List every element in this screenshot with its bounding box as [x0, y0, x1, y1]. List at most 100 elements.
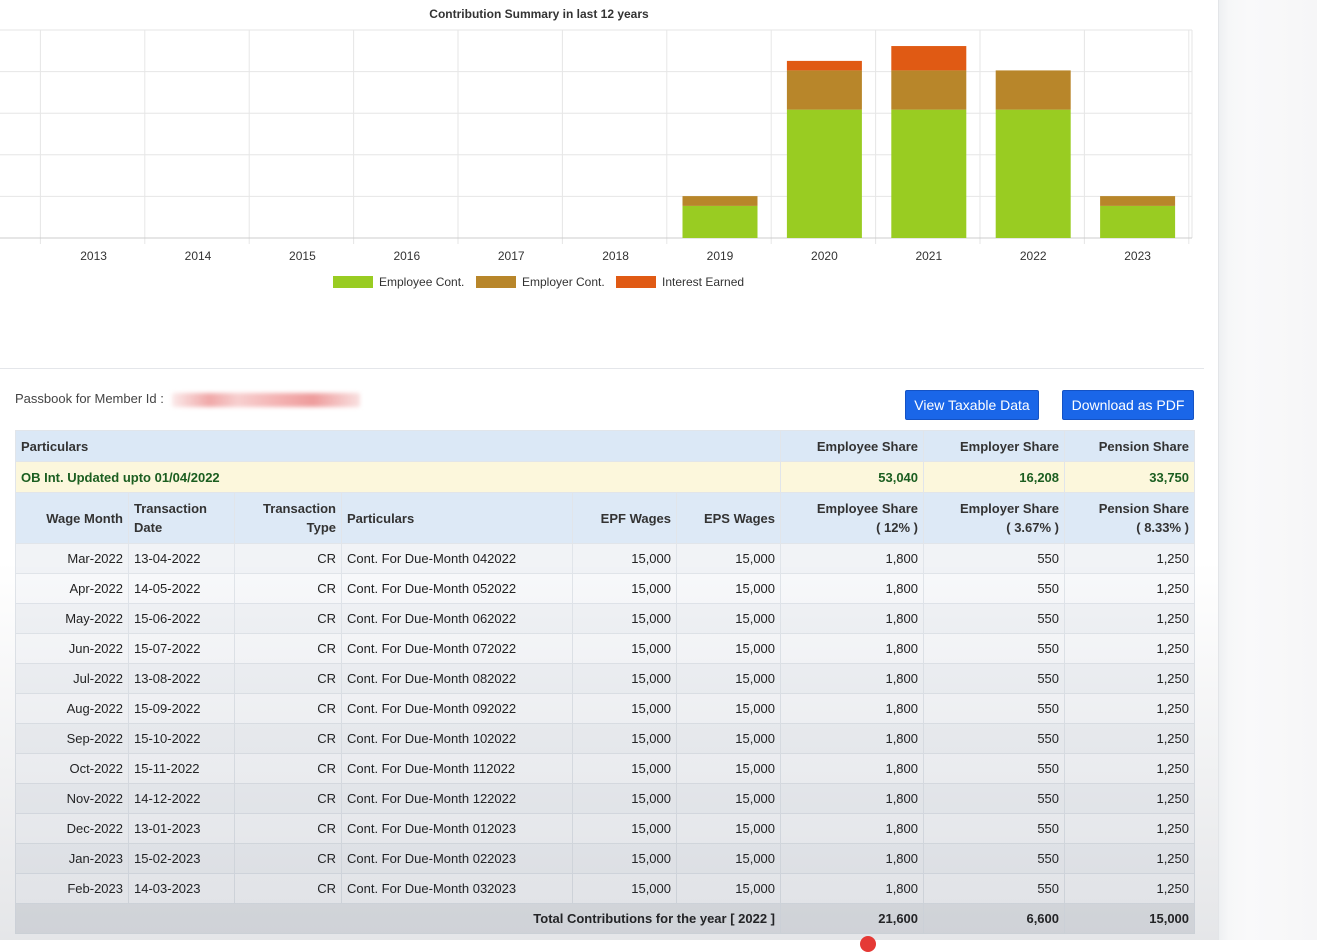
transaction-type-cell: CR — [234, 693, 342, 724]
wage-month-cell: Apr-2022 — [15, 573, 129, 604]
employer-share-cell: 550 — [923, 543, 1066, 574]
particulars-cell: Cont. For Due-Month 042022 — [341, 543, 573, 574]
pension-share-cell: 1,250 — [1064, 633, 1196, 664]
chart-legend-label: Interest Earned — [662, 275, 744, 289]
col-employer-share: Employer Share ( 3.67% ) — [923, 492, 1066, 544]
col-particulars-label: Particulars — [347, 510, 415, 526]
passbook-member-label: Passbook for Member Id : — [15, 391, 164, 406]
chart-legend-label: Employer Cont. — [522, 275, 605, 289]
employee-share-cell: 1,800 — [780, 633, 925, 664]
chart-bar-employee-2023 — [1100, 205, 1176, 238]
chart-x-tick-2021: 2021 — [915, 249, 942, 263]
table-row: Aug-2022 15-09-2022 CR Cont. For Due-Month … — [15, 693, 1196, 724]
employer-share-cell: 550 — [923, 603, 1066, 634]
eps-wages-cell: 15,000 — [675, 573, 782, 604]
wage-month-cell: Jun-2022 — [15, 633, 129, 664]
employee-share-cell: 1,800 — [780, 843, 925, 874]
eps-wages-cell: 15,000 — [675, 603, 782, 634]
epf-wages-cell: 15,000 — [572, 603, 677, 634]
employee-share-cell: 1,800 — [780, 813, 925, 844]
total-employee-share: 21,600 — [780, 903, 925, 934]
transaction-type-cell: CR — [234, 573, 342, 604]
col-epf-wages: EPF Wages — [572, 492, 677, 544]
eps-wages-cell: 15,000 — [675, 693, 782, 724]
total-label: Total Contributions for the year [ 2022 … — [14, 903, 782, 934]
eps-wages-cell: 15,000 — [675, 843, 782, 874]
epf-wages-cell: 15,000 — [572, 543, 677, 574]
transaction-type-cell: CR — [234, 543, 342, 574]
employee-share-cell: 1,800 — [780, 543, 925, 574]
transaction-date-cell: 15-10-2022 — [128, 723, 235, 754]
eps-wages-cell: 15,000 — [675, 543, 782, 574]
table-row: Apr-2022 14-05-2022 CR Cont. For Due-Month … — [15, 573, 1196, 604]
table-row: Dec-2022 13-01-2023 CR Cont. For Due-Month … — [15, 813, 1196, 844]
col-transaction-date: Transaction Date — [128, 492, 235, 544]
pension-share-cell: 1,250 — [1064, 603, 1196, 634]
chart-x-tick-2018: 2018 — [602, 249, 629, 263]
transaction-date-cell: 15-06-2022 — [128, 603, 235, 634]
employee-share-cell: 1,800 — [780, 723, 925, 754]
wage-month-cell: Aug-2022 — [15, 693, 129, 724]
cursor-indicator — [860, 936, 876, 952]
chart-bar-employer-2023 — [1100, 196, 1176, 206]
view-taxable-data-button[interactable]: View Taxable Data — [905, 390, 1039, 420]
chart-x-tick-2013: 2013 — [80, 249, 107, 263]
table-row: Mar-2022 13-04-2022 CR Cont. For Due-Month … — [15, 543, 1196, 574]
total-row: Total Contributions for the year [ 2022 … — [14, 903, 1196, 934]
eps-wages-cell: 15,000 — [675, 663, 782, 694]
col-wage-month-label: Wage Month — [46, 510, 123, 526]
col-employer-line2: ( 3.67% ) — [1006, 520, 1060, 535]
eps-wages-cell: 15,000 — [675, 753, 782, 784]
transaction-type-cell: CR — [234, 843, 342, 874]
transaction-date-cell: 13-04-2022 — [128, 543, 235, 574]
col-employee-line2: ( 12% ) — [876, 520, 919, 535]
chart-x-tick-2020: 2020 — [811, 249, 838, 263]
transaction-date-cell: 14-12-2022 — [128, 783, 235, 814]
epf-wages-cell: 15,000 — [572, 633, 677, 664]
wage-month-cell: Mar-2022 — [15, 543, 129, 574]
transaction-date-cell: 13-08-2022 — [128, 663, 235, 694]
table-row: Jul-2022 13-08-2022 CR Cont. For Due-Month … — [15, 663, 1196, 694]
header-employee-share: Employee Share — [780, 430, 925, 462]
transaction-date-cell: 15-11-2022 — [128, 753, 235, 784]
chart-bar-employer-2019 — [682, 196, 758, 206]
col-eps-wages: EPS Wages — [675, 492, 782, 544]
chart-legend-label: Employee Cont. — [379, 275, 464, 289]
pension-share-cell: 1,250 — [1064, 873, 1196, 904]
epf-wages-cell: 15,000 — [572, 723, 677, 754]
table-row: Jan-2023 15-02-2023 CR Cont. For Due-Month … — [15, 843, 1196, 874]
employer-share-cell: 550 — [923, 783, 1066, 814]
particulars-cell: Cont. For Due-Month 032023 — [341, 873, 573, 904]
ob-employer-share: 16,208 — [923, 461, 1066, 493]
wage-month-cell: Jan-2023 — [15, 843, 129, 874]
col-particulars: Particulars — [341, 492, 573, 544]
table-row: Oct-2022 15-11-2022 CR Cont. For Due-Month … — [15, 753, 1196, 784]
pension-share-cell: 1,250 — [1064, 573, 1196, 604]
chart-x-tick-2017: 2017 — [498, 249, 525, 263]
download-pdf-button[interactable]: Download as PDF — [1062, 390, 1194, 420]
particulars-cell: Cont. For Due-Month 122022 — [341, 783, 573, 814]
epf-wages-cell: 15,000 — [572, 663, 677, 694]
col-pension-line2: ( 8.33% ) — [1136, 520, 1190, 535]
chart-x-tick-2022: 2022 — [1020, 249, 1047, 263]
chart-x-tick-2014: 2014 — [185, 249, 212, 263]
epf-wages-cell: 15,000 — [572, 753, 677, 784]
table-row: Nov-2022 14-12-2022 CR Cont. For Due-Month … — [15, 783, 1196, 814]
transaction-type-cell: CR — [234, 873, 342, 904]
page-right-gutter — [1218, 0, 1317, 940]
pension-share-cell: 1,250 — [1064, 753, 1196, 784]
wage-month-cell: May-2022 — [15, 603, 129, 634]
transaction-date-cell: 15-02-2023 — [128, 843, 235, 874]
employee-share-cell: 1,800 — [780, 873, 925, 904]
summary-header-row: Particulars Employee Share Employer Shar… — [14, 430, 1196, 462]
col-wage-month: Wage Month — [15, 492, 129, 544]
table-row: Feb-2023 14-03-2023 CR Cont. For Due-Month … — [15, 873, 1196, 904]
employee-share-cell: 1,800 — [780, 753, 925, 784]
transaction-date-cell: 14-05-2022 — [128, 573, 235, 604]
eps-wages-cell: 15,000 — [675, 633, 782, 664]
employee-share-cell: 1,800 — [780, 693, 925, 724]
chart-bar-employee-2020 — [786, 109, 862, 239]
header-employer-share: Employer Share — [923, 430, 1066, 462]
transaction-date-cell: 14-03-2023 — [128, 873, 235, 904]
eps-wages-cell: 15,000 — [675, 723, 782, 754]
